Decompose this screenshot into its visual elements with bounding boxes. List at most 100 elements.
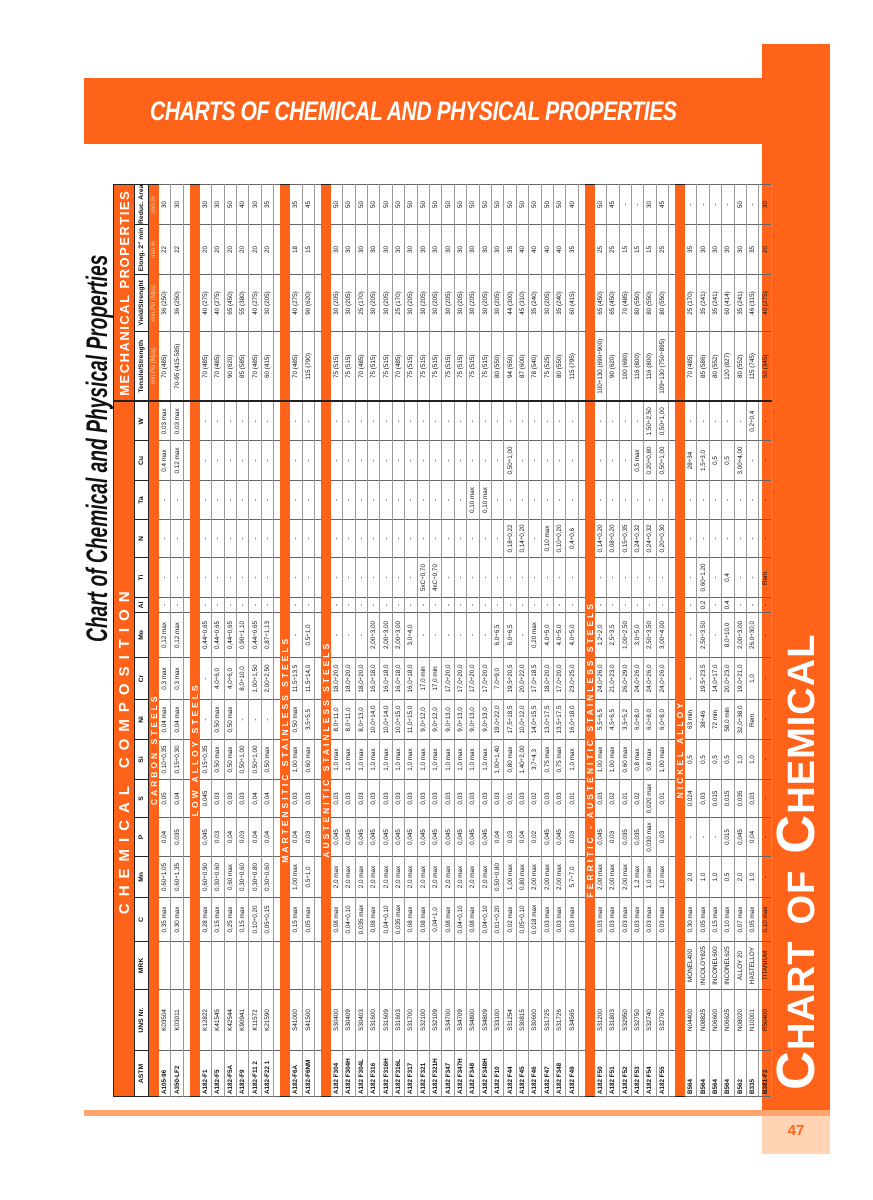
cell-mo: - (290, 612, 303, 658)
cell-yield-strenght: 30 (205) (491, 274, 504, 332)
cell-cu: - (342, 440, 356, 481)
cell-reduc-area: - (631, 184, 644, 225)
cell-n: - (746, 519, 759, 558)
cell-mn: 1,00 max (290, 856, 303, 898)
cell-w: - (619, 401, 632, 441)
cell-mo: 0,90÷1,10 (236, 612, 249, 658)
cell-yield-strenght: 35 (241) (696, 274, 710, 332)
cell-n: - (170, 519, 184, 558)
cell-reduc-area: 30 (248, 184, 262, 225)
cell-mo: - (685, 612, 697, 658)
cell-mn: 2,0 max (479, 856, 492, 898)
cell-mn: 2,0 (685, 856, 697, 898)
cell-cr: 21,0÷23,0 (606, 657, 619, 700)
cell-al: - (503, 597, 517, 613)
cell-ni: 11,0÷15,0 (404, 699, 418, 740)
cell-tensile-strength: 80 (552) (734, 331, 747, 402)
cell-ta: - (553, 480, 566, 520)
cell-ta: - (261, 480, 274, 520)
cell-mrk (224, 941, 237, 990)
cell-mrk: INCOLOY825 (696, 941, 710, 990)
cell-si: 1,0 max (454, 739, 467, 780)
chemical-composition-header: CHEMICAL COMPOSITION (113, 401, 135, 1097)
cell-astm: A182-F6A (290, 1050, 303, 1097)
cell-s: 0,03 (379, 779, 393, 818)
cell-cr: 4,0÷6,0 (211, 657, 225, 700)
cell-w: - (541, 401, 554, 441)
cell-ti: - (491, 557, 504, 598)
cell-tensile-strength: 80 (550) (491, 331, 504, 402)
cell-n: - (758, 519, 772, 558)
cell-mo: 0,5÷1,0 (302, 612, 315, 658)
cell-reduc-area: 50 (330, 184, 343, 225)
cell-astm: A182 F348 (553, 1050, 566, 1097)
cell-ti: - (355, 557, 368, 598)
chart-title: Chart of Chemical and Physical Propertie… (81, 192, 114, 642)
cell-mrk (367, 941, 380, 990)
cell-si: 3,7÷4,3 (528, 739, 542, 780)
cell-astm: A182 F46 (528, 1050, 542, 1097)
cell-ni: - (236, 699, 249, 740)
cell-al: 0,2 (696, 597, 710, 613)
cell-elong-2-min: 25 (606, 224, 619, 275)
cell-ni: 9,0÷12,0 (417, 699, 430, 740)
cell-reduc-area: 50 (342, 184, 356, 225)
cell-s: 0,05 (159, 779, 171, 818)
cell-c: 0,10 max (758, 897, 772, 942)
table-row: A182-F6NM S41500 0,05 max 0,5÷1,0 0,03 0,03 0,… (302, 184, 315, 1097)
cell-ni: 58,0 min (721, 699, 735, 740)
cell-cu: - (367, 440, 380, 481)
cell-si: 1,0 max (342, 739, 356, 780)
cell-al: - (224, 597, 237, 613)
cell-c: 0,07 max (734, 897, 747, 942)
section-title: FERRITIC - AUSTENITIC STAINLESS STEELS (584, 401, 595, 1097)
cell-mn: 2,0 max (392, 856, 405, 898)
cell-ta: - (429, 480, 442, 520)
cell-tensile-strength: 116 (800) (631, 331, 644, 402)
cell-cu: - (553, 440, 566, 481)
cell-p: 0,045 (479, 817, 492, 857)
cell-mrk (594, 941, 607, 990)
cell-c: 0,05÷0,15 (261, 897, 274, 942)
cell-c: 0,05 max (746, 897, 759, 942)
section-header-row: MARTENSITIC STAINLESS STEELS (280, 184, 291, 1097)
cell-cu: - (541, 440, 554, 481)
cell-mn: 0,60÷0,90 (199, 856, 212, 898)
cell-ni: 6,0÷8,0 (631, 699, 644, 740)
section-bar-cell (189, 274, 200, 332)
cell-cu: 0,12 max (170, 440, 184, 481)
cell-cr: 18,0÷20,0 (330, 657, 343, 700)
cell-mo: - (417, 612, 430, 658)
cell-cr: 16,0÷18,0 (392, 657, 405, 700)
cell-mo: 4,0÷5,0 (553, 612, 566, 658)
cell-yield-strenght: 40 (275) (211, 274, 225, 332)
cell-cu: 0,5 (709, 440, 722, 481)
cell-s: 0,03 (211, 779, 225, 818)
cell-c: 0,35 max (159, 897, 171, 942)
cell-s: 0,03 (454, 779, 467, 818)
cell-al: - (429, 597, 442, 613)
cell-al: - (417, 597, 430, 613)
cell-ta: - (342, 480, 356, 520)
cell-al: - (709, 597, 722, 613)
cell-cr: 1,0 (746, 657, 759, 700)
cell-p: - (758, 817, 772, 857)
cell-s: 0,02 (528, 779, 542, 818)
cell-cu: - (479, 440, 492, 481)
cell-tensile-strength: 70 (485) (211, 331, 225, 402)
cell-si: 1,0 max (367, 739, 380, 780)
cell-ni: 9,0÷12,0 (429, 699, 442, 740)
cell-mo: 3,0÷4,0 (404, 612, 418, 658)
cell-ni: - (248, 699, 262, 740)
cell-uns-nr: S34565 (565, 989, 579, 1051)
cell-mrk: MONEL400 (685, 941, 697, 990)
cell-w: - (404, 401, 418, 441)
cell-yield-strenght: 30 (205) (429, 274, 442, 332)
cell-mo: 26,0÷30,0 (746, 612, 759, 658)
column-header: Ti (134, 557, 149, 598)
cell-cu: - (199, 440, 212, 481)
cell-mn: 1,0 max (643, 856, 657, 898)
cell-n: - (734, 519, 747, 558)
cell-si: 0,50 max (211, 739, 225, 780)
column-header: W (134, 401, 149, 441)
